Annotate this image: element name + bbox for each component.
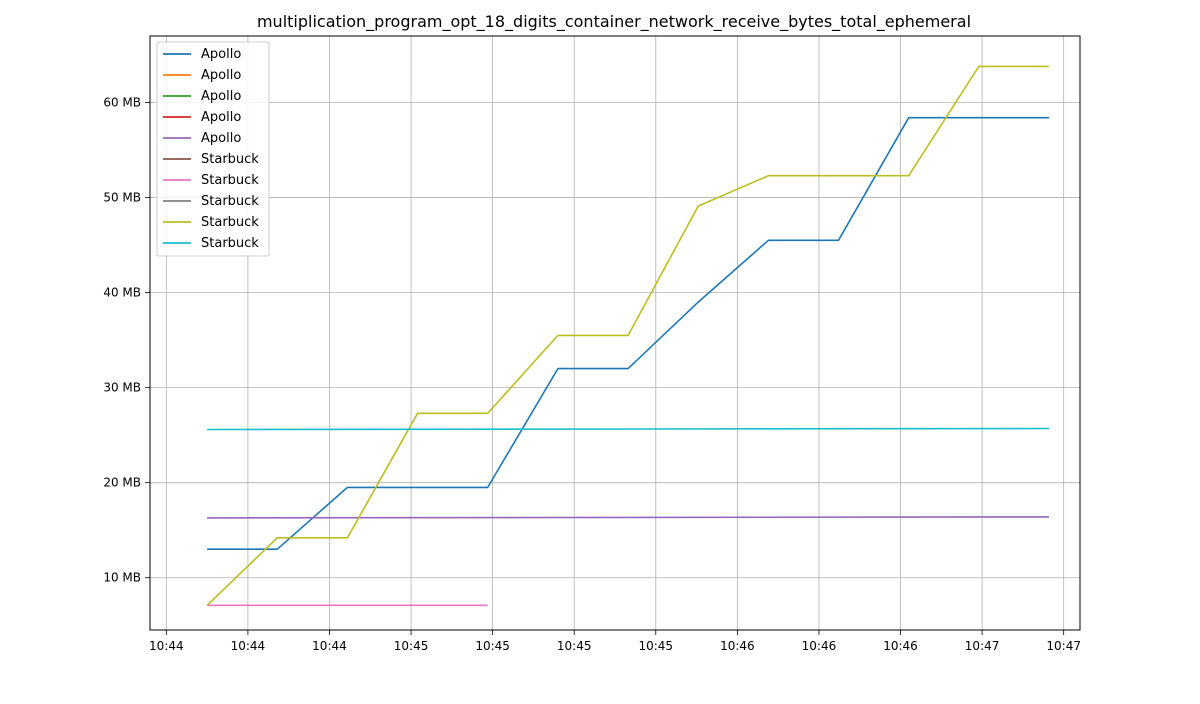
legend-entry-label: Apollo (201, 131, 241, 146)
x-tick-label: 10:46 (720, 639, 755, 653)
series-line (207, 427, 1050, 431)
plot-area-frame (149, 35, 1081, 631)
y-tick-label: 40 MB (103, 286, 141, 300)
legend-entry-label: Apollo (201, 47, 241, 62)
y-tick-label: 60 MB (103, 96, 141, 110)
grid-lines (150, 36, 1080, 630)
x-tick-label: 10:45 (557, 639, 592, 653)
x-tick-label: 10:47 (965, 639, 1000, 653)
x-axis: 10:44 10:44 10:44 10:45 10:45 10:45 10:45 10:46… (149, 630, 1081, 653)
legend-entry-label: Apollo (201, 110, 241, 125)
legend-entry-label: Starbuck (201, 194, 259, 209)
y-tick-label: 30 MB (103, 381, 141, 395)
x-tick-label: 10:45 (394, 639, 429, 653)
y-tick-label: 20 MB (103, 476, 141, 490)
series-line (207, 116, 1049, 551)
x-tick-label: 10:44 (312, 639, 347, 653)
y-tick-label: 10 MB (103, 571, 141, 585)
legend-entry-label: Starbuck (201, 236, 259, 251)
x-tick-label: 10:47 (1046, 639, 1081, 653)
x-tick-label: 10:44 (231, 639, 266, 653)
x-tick-label: 10:46 (883, 639, 918, 653)
x-tick-label: 10:44 (149, 639, 184, 653)
x-tick-label: 10:45 (475, 639, 510, 653)
legend-entry-label: Apollo (201, 89, 241, 104)
y-axis: 10 MB 20 MB 30 MB 40 MB 50 MB 60 MB (103, 96, 150, 585)
legend-entry-label: Apollo (201, 68, 241, 83)
legend-entry-label: Starbuck (201, 152, 259, 167)
x-tick-label: 10:46 (802, 639, 837, 653)
legend: Apollo Apollo Apollo Apollo Apollo Starbuck St… (156, 41, 270, 257)
y-tick-label: 50 MB (103, 191, 141, 205)
series-lines (206, 65, 1050, 607)
x-tick-label: 10:45 (638, 639, 673, 653)
series-line (207, 516, 1050, 519)
series-line (206, 65, 1049, 606)
chart-title: multiplication_program_opt_18_digits_con… (257, 12, 971, 32)
legend-entry-label: Starbuck (201, 173, 259, 188)
legend-entry-label: Starbuck (201, 215, 259, 230)
